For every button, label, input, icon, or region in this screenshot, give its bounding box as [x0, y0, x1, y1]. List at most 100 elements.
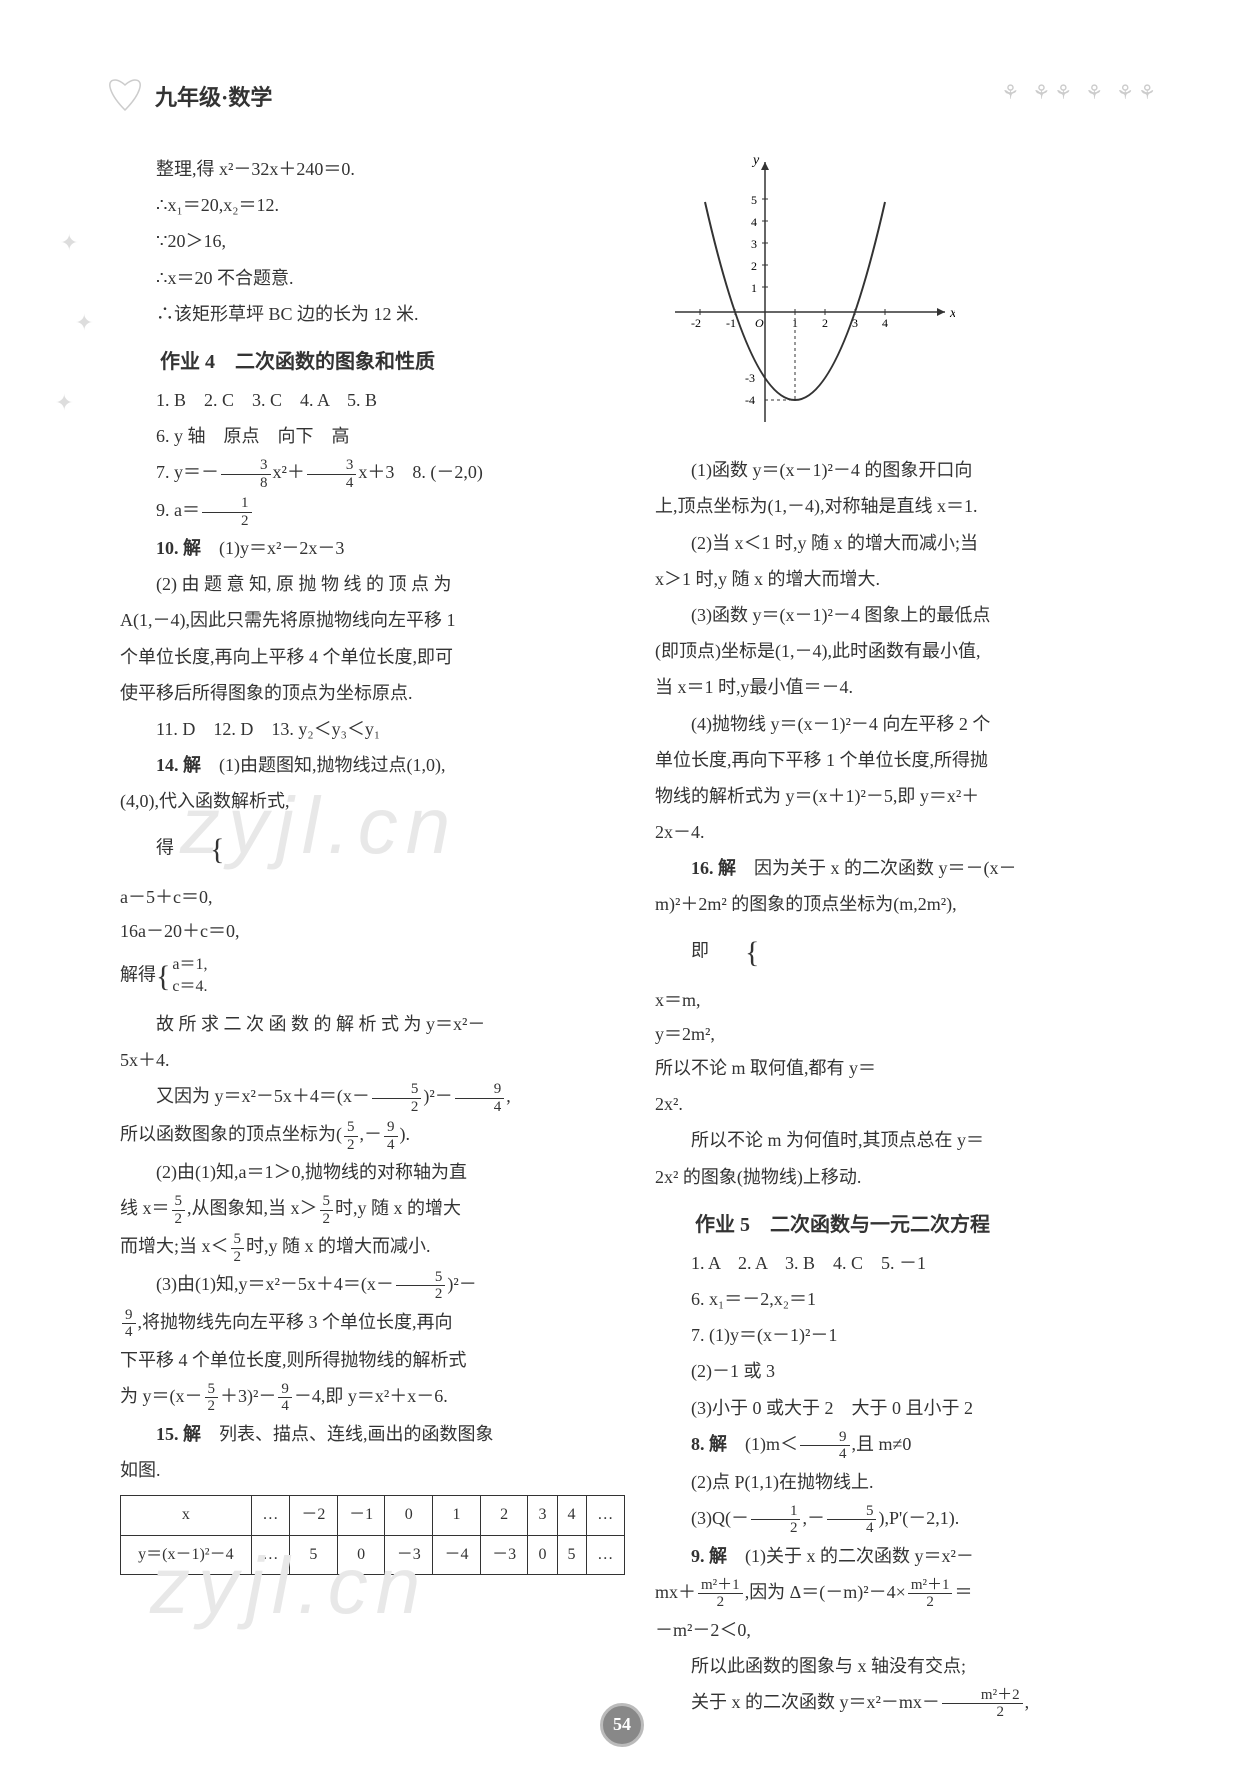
- grade-title: 九年级·数学: [155, 85, 272, 110]
- q9-line: 9. a＝12: [120, 493, 625, 529]
- q14-f1: 52: [372, 1081, 422, 1115]
- q14-soln-b: 5x＋4.: [120, 1043, 625, 1077]
- page-header: 九年级·数学 ⚘ ⚘⚘ ⚘ ⚘⚘: [120, 80, 1160, 112]
- q10-2d: 使平移后所得图象的顶点为坐标原点.: [120, 676, 625, 710]
- g4b: 单位长度,再向下平移 1 个单位长度,所得抛: [655, 743, 1160, 777]
- g2b: x＞1 时,y 随 x 的增大而增大.: [655, 562, 1160, 596]
- hw5-q9-b: mx＋m²＋12,因为 Δ＝(－m)²－4×m²＋12＝: [655, 1575, 1160, 1611]
- q14-sys-label: 得: [156, 837, 174, 857]
- svg-text:3: 3: [751, 237, 757, 251]
- hw5-q8-1: 8. 解 (1)m＜94,且 m≠0: [655, 1427, 1160, 1463]
- q10-1: (1)y＝x²－2x－3: [219, 538, 344, 558]
- q16-label: 16. 解: [691, 858, 736, 878]
- q14-also: 又因为 y＝x²－5x＋4＝(x－52)²－94,: [120, 1079, 625, 1115]
- pre-line-1: ∴x₁＝20,x₂＝12.: [120, 188, 625, 222]
- q14-f3: 52: [344, 1119, 358, 1153]
- hw5-a7c: (3)小于 0 或大于 2 大于 0 且小于 2: [655, 1391, 1160, 1425]
- hw4-ans-0: 1. B 2. C 3. C 4. A 5. B: [120, 383, 625, 417]
- svg-text:4: 4: [751, 215, 757, 229]
- right-column: x y -2 -1 O 1 2 3 4 1 2 3 4 5 -3 -4: [655, 152, 1160, 1723]
- q16-e: 所以不论 m 为何值时,其顶点总在 y＝: [655, 1123, 1160, 1157]
- hw5-q9-label: 9. 解: [691, 1546, 727, 1566]
- q14-3a: (3)由(1)知,y＝x²－5x＋4＝(x－52)²－: [120, 1267, 625, 1303]
- hw5-q8-2: (2)点 P(1,1)在抛物线上.: [655, 1465, 1160, 1499]
- q11-13: 11. D 12. D 13. y₂＜y₃＜y₁: [120, 712, 625, 746]
- q14-2b: 线 x＝52,从图象知,当 x＞52时,y 随 x 的增大: [120, 1191, 625, 1227]
- q9-text: a＝: [174, 500, 200, 520]
- q14-1b: (4,0),代入函数解析式,: [120, 784, 625, 818]
- q14-3b: 94,将抛物线先向左平移 3 个单位长度,再向: [120, 1305, 625, 1341]
- left-column: 整理,得 x²－32x＋240＝0. ∴x₁＝20,x₂＝12. ∵20＞16,…: [120, 152, 625, 1723]
- q14-label: 14. 解: [156, 755, 201, 775]
- q9-label: 9.: [156, 500, 170, 520]
- svg-text:-2: -2: [691, 316, 701, 330]
- q15-label: 15. 解: [156, 1424, 201, 1444]
- q9-frac: 12: [202, 495, 252, 529]
- table-row-1: x…－2－101234…: [121, 1496, 625, 1535]
- star-deco-2: ✦: [75, 310, 93, 336]
- q10-2b: A(1,－4),因此只需先将原抛物线向左平移 1: [120, 603, 625, 637]
- brace-icon-2: {: [156, 948, 170, 1005]
- q10-line: 10. 解 (1)y＝x²－2x－3: [120, 531, 625, 565]
- data-table: x…－2－101234… y＝(x－1)²－4…50－3－4－305…: [120, 1495, 625, 1575]
- hw5-a7b: (2)－1 或 3: [655, 1354, 1160, 1388]
- svg-text:-3: -3: [745, 371, 755, 385]
- q16-b: m)²＋2m² 的图象的顶点坐标为(m,2m²),: [655, 887, 1160, 921]
- hw5-q9-e: 关于 x 的二次函数 y＝x²－mx－m²＋22,: [655, 1685, 1160, 1721]
- svg-text:y: y: [751, 153, 760, 168]
- hw5-a1: 1. A 2. A 3. B 4. C 5. －1: [655, 1246, 1160, 1280]
- star-deco-3: ✦: [55, 390, 73, 416]
- q15: 15. 解 列表、描点、连线,画出的函数图象: [120, 1417, 625, 1451]
- g4d: 2x－4.: [655, 815, 1160, 849]
- q16-f: 2x² 的图象(抛物线)上移动.: [655, 1160, 1160, 1194]
- pre-line-4: ∴该矩形草坪 BC 边的长为 12 米.: [120, 297, 625, 331]
- q15-text2: 如图.: [120, 1453, 625, 1487]
- svg-text:-1: -1: [726, 316, 736, 330]
- hw4-title: 作业 4 二次函数的图象和性质: [120, 343, 625, 381]
- svg-text:2: 2: [751, 259, 757, 273]
- deco-flowers: ⚘ ⚘⚘ ⚘ ⚘⚘: [1001, 80, 1160, 105]
- q10-label: 10. 解: [156, 538, 201, 558]
- brace-icon: {: [174, 821, 224, 878]
- brace-icon-3: {: [709, 924, 759, 981]
- q14-3d: 为 y＝(x－52＋3)²－94－4,即 y＝x²＋x－6.: [120, 1379, 625, 1415]
- q14-f2: 94: [455, 1081, 505, 1115]
- hw5-q9-d: 所以此函数的图象与 x 轴没有交点;: [655, 1649, 1160, 1683]
- q16-c: 即{: [655, 924, 1160, 981]
- q14-system: 得{: [120, 821, 625, 878]
- q10-2a: (2) 由 题 意 知, 原 抛 物 线 的 顶 点 为: [120, 567, 625, 601]
- q7-frac2: 34: [307, 457, 357, 491]
- g4c: 物线的解析式为 y＝(x＋1)²－5,即 y＝x²＋: [655, 779, 1160, 813]
- q14-sys-mid: 解得: [120, 965, 156, 985]
- q7-text: y＝－: [174, 462, 219, 482]
- hw5-title: 作业 5 二次函数与一元二次方程: [655, 1206, 1160, 1244]
- page-container: zyjl.cn zyjl.cn ✦ ✦ ✦ 九年级·数学 ⚘ ⚘⚘ ⚘ ⚘⚘ 整…: [0, 0, 1250, 1783]
- q7-mid: x²＋: [273, 462, 305, 482]
- pre-line-0: 整理,得 x²－32x＋240＝0.: [120, 152, 625, 186]
- hw5-q9-a: 9. 解 (1)关于 x 的二次函数 y＝x²－: [655, 1539, 1160, 1573]
- hw4-ans-1: 6. y 轴 原点 向下 高: [120, 419, 625, 453]
- q7-end: x＋3 8. (－2,0): [358, 462, 483, 482]
- svg-text:4: 4: [882, 316, 888, 330]
- g4a: (4)抛物线 y＝(x－1)²－4 向左平移 2 个: [655, 707, 1160, 741]
- g3a: (3)函数 y＝(x－1)²－4 图象上的最低点: [655, 598, 1160, 632]
- q14-vertex: 所以函数图象的顶点坐标为(52,－94).: [120, 1117, 625, 1153]
- g3b: (即顶点)坐标是(1,－4),此时函数有最小值,: [655, 634, 1160, 668]
- hw5-a7a: 7. (1)y＝(x－1)²－1: [655, 1318, 1160, 1352]
- q16-a: 16. 解 因为关于 x 的二次函数 y＝－(x－: [655, 851, 1160, 885]
- g1b: 上,顶点坐标为(1,－4),对称轴是直线 x＝1.: [655, 489, 1160, 523]
- svg-text:5: 5: [751, 193, 757, 207]
- svg-text:2: 2: [822, 316, 828, 330]
- q14-2c: 而增大;当 x＜52时,y 随 x 的增大而减小.: [120, 1229, 625, 1265]
- g2a: (2)当 x＜1 时,y 随 x 的增大而减小;当: [655, 526, 1160, 560]
- heart-icon: [100, 75, 150, 115]
- content-columns: 整理,得 x²－32x＋240＝0. ∴x₁＝20,x₂＝12. ∵20＞16,…: [120, 152, 1160, 1723]
- q14-f4: 94: [384, 1119, 398, 1153]
- pre-line-3: ∴x＝20 不合题意.: [120, 261, 625, 295]
- q10-2c: 个单位长度,再向上平移 4 个单位长度,即可: [120, 640, 625, 674]
- parabola-graph: x y -2 -1 O 1 2 3 4 1 2 3 4 5 -3 -4: [655, 152, 955, 432]
- q14-2a: (2)由(1)知,a＝1＞0,抛物线的对称轴为直: [120, 1155, 625, 1189]
- q14-soln-a: 故 所 求 二 次 函 数 的 解 析 式 为 y＝x²－: [120, 1007, 625, 1041]
- page-number: 54: [600, 1703, 650, 1753]
- g1: (1)函数 y＝(x－1)²－4 的图象开口向: [655, 453, 1160, 487]
